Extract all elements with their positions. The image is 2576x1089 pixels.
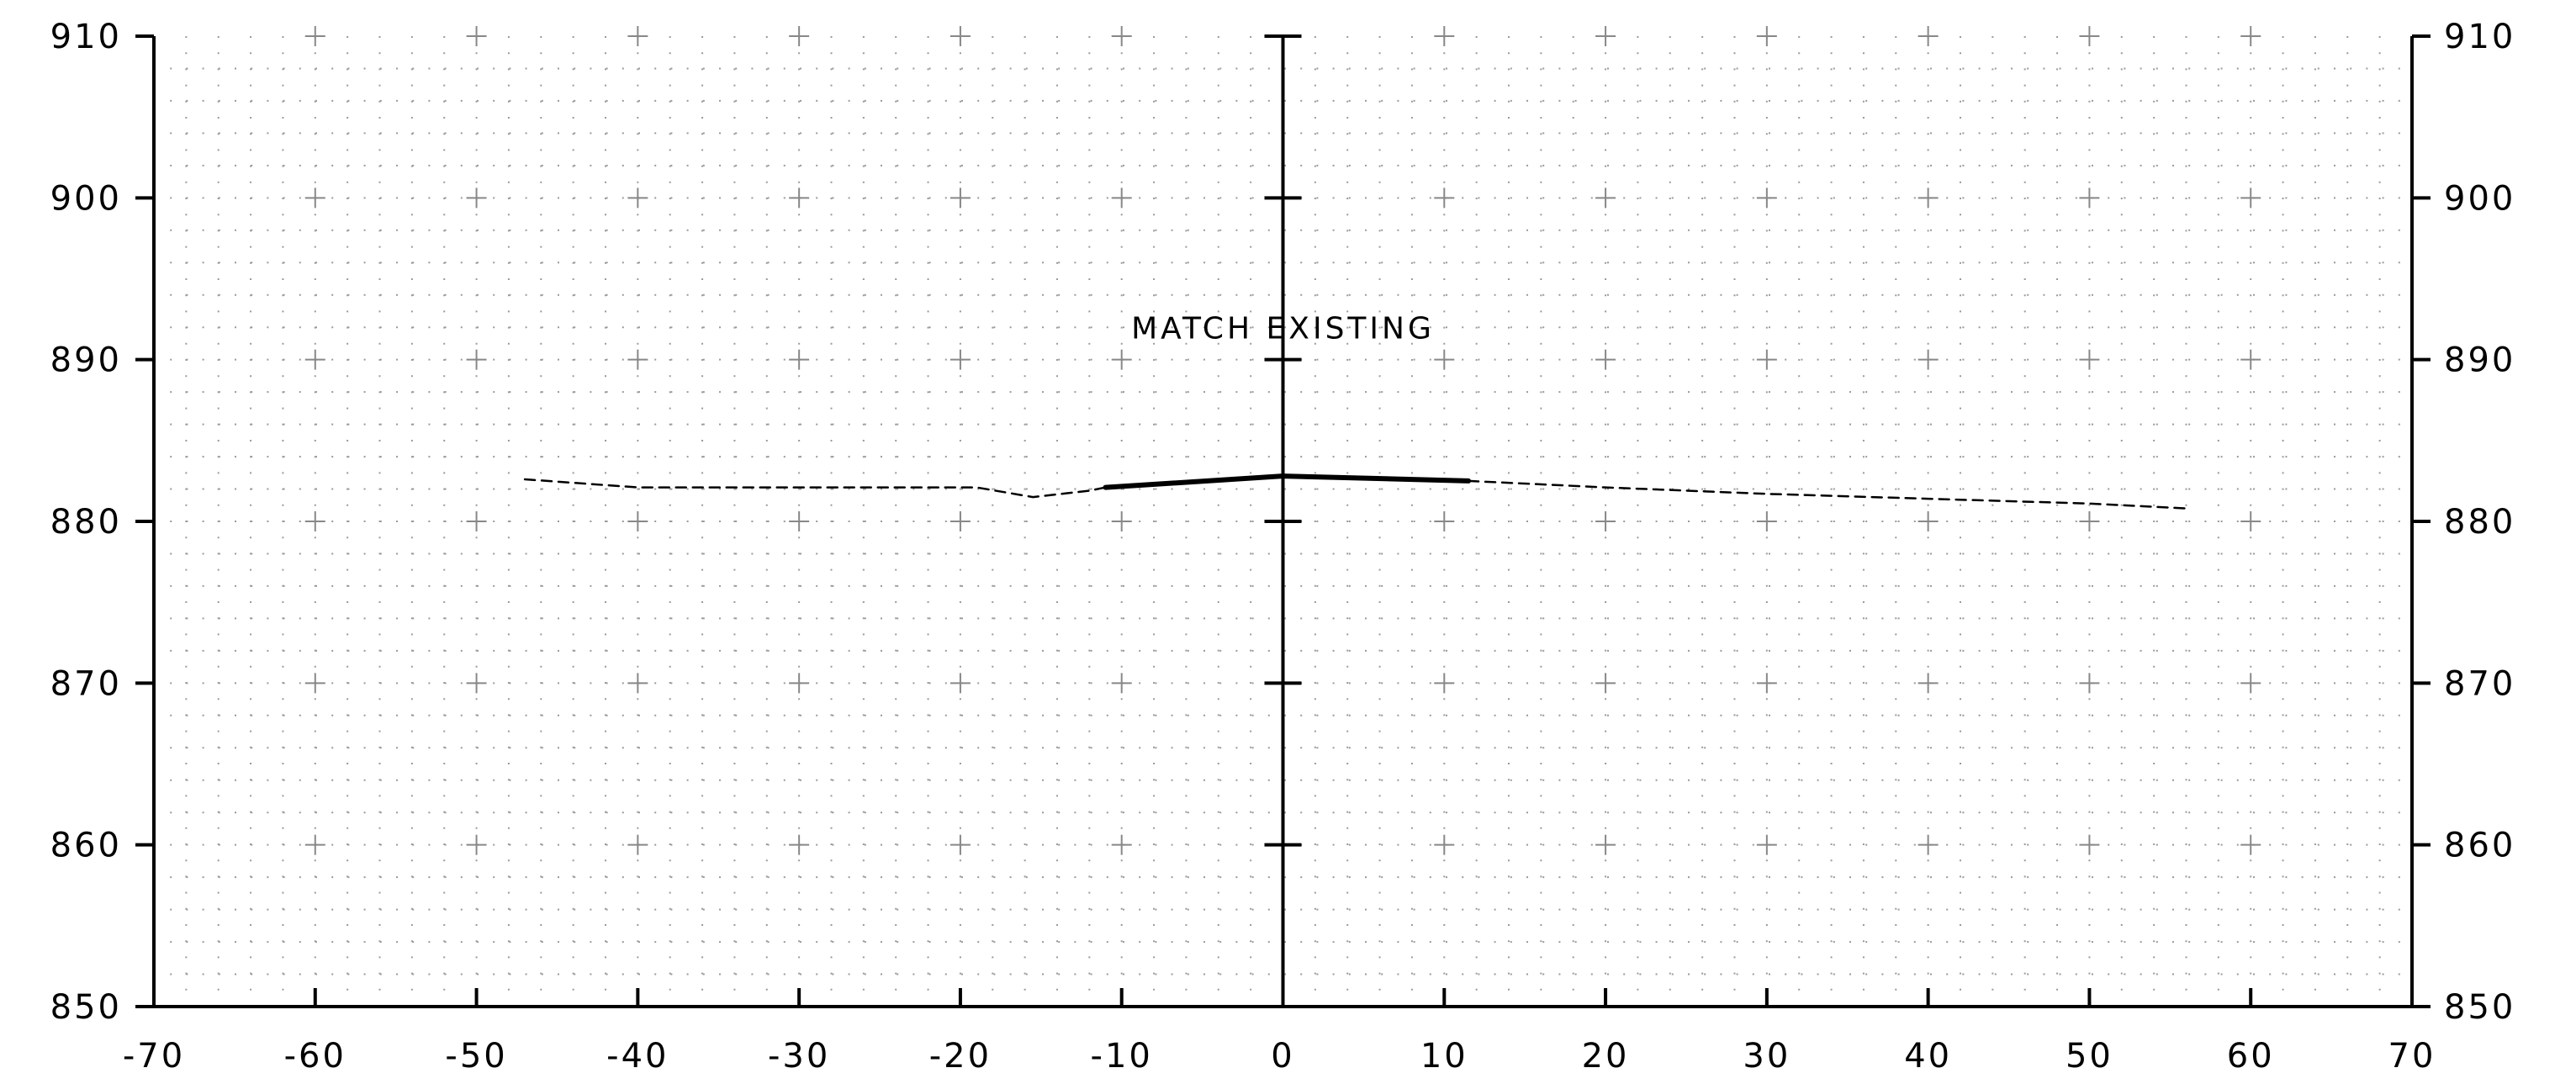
y-tick-label-left: 880 — [50, 503, 122, 542]
y-tick-label-left: 900 — [50, 179, 122, 218]
y-tick-label-left: 850 — [50, 988, 122, 1027]
x-tick-label: 30 — [1743, 1037, 1791, 1076]
series-line-1 — [1103, 473, 1472, 490]
x-tick-label: -60 — [284, 1037, 346, 1076]
x-tick-label: 70 — [2388, 1037, 2436, 1076]
x-tick-label: -40 — [606, 1037, 669, 1076]
y-tick-label-right: 870 — [2444, 664, 2515, 703]
y-tick-label-left: 910 — [50, 18, 122, 56]
tick-labels: 850 850 860 860 870 870 880 880 890 890 900 900 910 9… — [50, 18, 2515, 1076]
grid-cross-marks — [304, 26, 2261, 855]
x-tick-label: 40 — [1904, 1037, 1952, 1076]
dotted-grid — [154, 36, 2412, 1007]
x-tick-label: -20 — [929, 1037, 992, 1076]
annotation-label: MATCH EXISTING — [1131, 312, 1435, 346]
x-tick-label: 0 — [1271, 1037, 1294, 1076]
x-tick-label: 10 — [1420, 1037, 1468, 1076]
series-line-2 — [1467, 479, 2187, 510]
x-tick-label: 20 — [1582, 1037, 1630, 1076]
y-tick-label-right: 890 — [2444, 341, 2515, 380]
y-tick-label-right: 850 — [2444, 988, 2515, 1027]
y-tick-label-right: 860 — [2444, 827, 2515, 865]
axes — [135, 34, 2431, 1008]
x-tick-label: -30 — [768, 1037, 830, 1076]
x-tick-label: -50 — [445, 1037, 507, 1076]
y-tick-label-left: 860 — [50, 827, 122, 865]
y-tick-label-right: 910 — [2444, 18, 2515, 56]
x-tick-label: -10 — [1091, 1037, 1153, 1076]
x-tick-label: -70 — [123, 1037, 185, 1076]
y-tick-label-left: 870 — [50, 664, 122, 703]
x-tick-label: 50 — [2066, 1037, 2113, 1076]
series-line-0 — [523, 478, 1107, 499]
annotations: MATCH EXISTING — [1131, 312, 1435, 346]
y-tick-label-right: 900 — [2444, 179, 2515, 218]
y-tick-label-right: 880 — [2444, 503, 2515, 542]
x-tick-label: 60 — [2227, 1037, 2275, 1076]
series-group — [523, 473, 2187, 510]
y-tick-label-left: 890 — [50, 341, 122, 380]
